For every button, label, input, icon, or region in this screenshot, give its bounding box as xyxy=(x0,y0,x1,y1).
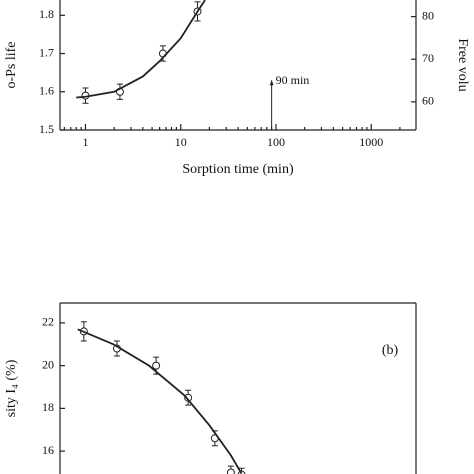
y-tick-label: 1.5 xyxy=(39,122,54,136)
y2-axis-label: Free volu xyxy=(455,38,470,91)
y-tick-label: 16 xyxy=(42,443,54,457)
y-tick-label: 20 xyxy=(42,357,54,371)
fit-line xyxy=(76,0,206,99)
y2-tick-label: 70 xyxy=(422,51,434,65)
y-axis-label: sity I₄ (%) xyxy=(4,359,19,417)
annotation: (b) xyxy=(382,343,399,358)
y2-tick-label: 80 xyxy=(422,8,434,22)
x-tick-label: 1000 xyxy=(359,135,383,149)
y2-tick-label: 60 xyxy=(422,94,434,108)
y-axis-label: o-Ps life xyxy=(4,41,19,88)
data-point xyxy=(152,361,161,370)
y-tick-label: 18 xyxy=(42,400,54,414)
y-tick-label: 1.8 xyxy=(39,7,54,21)
arrow-head xyxy=(269,80,274,86)
fit-line xyxy=(77,328,243,474)
annotation: 90 min xyxy=(276,73,310,87)
x-tick-label: 10 xyxy=(175,135,187,149)
x-axis-label: Sorption time (min) xyxy=(182,162,294,177)
y-tick-label: 1.7 xyxy=(39,45,54,59)
x-tick-label: 100 xyxy=(267,135,285,149)
y-tick-label: 1.6 xyxy=(39,84,54,98)
error-bar xyxy=(238,467,245,474)
y-tick-label: 22 xyxy=(42,315,54,329)
data-point xyxy=(226,468,235,474)
x-tick-label: 1 xyxy=(82,135,88,149)
